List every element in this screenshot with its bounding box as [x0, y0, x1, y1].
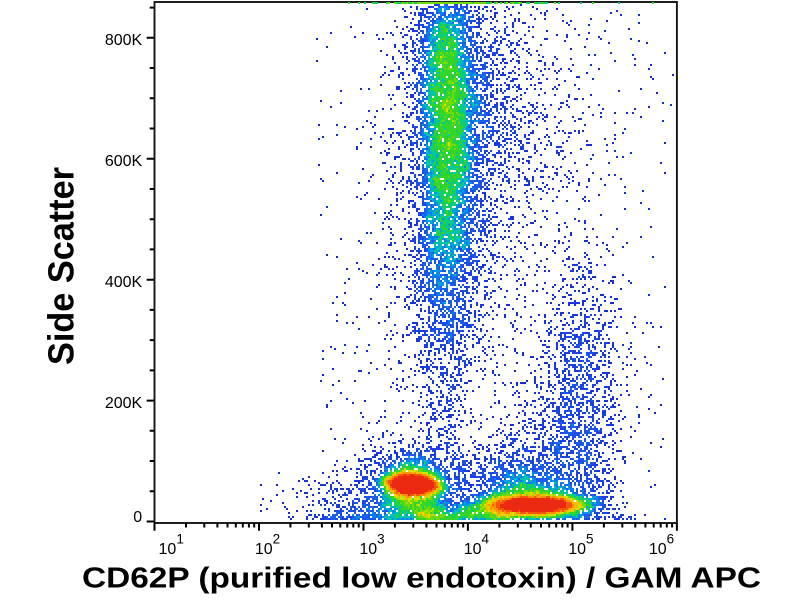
- svg-text:600K: 600K: [105, 153, 143, 170]
- svg-text:400K: 400K: [105, 274, 143, 291]
- svg-text:200K: 200K: [105, 395, 143, 412]
- svg-text:CD62P (purified low endotoxin): CD62P (purified low endotoxin) / GAM APC: [82, 563, 761, 595]
- svg-text:Side Scatter: Side Scatter: [41, 167, 82, 365]
- svg-text:800K: 800K: [105, 32, 143, 49]
- svg-text:0: 0: [133, 509, 142, 526]
